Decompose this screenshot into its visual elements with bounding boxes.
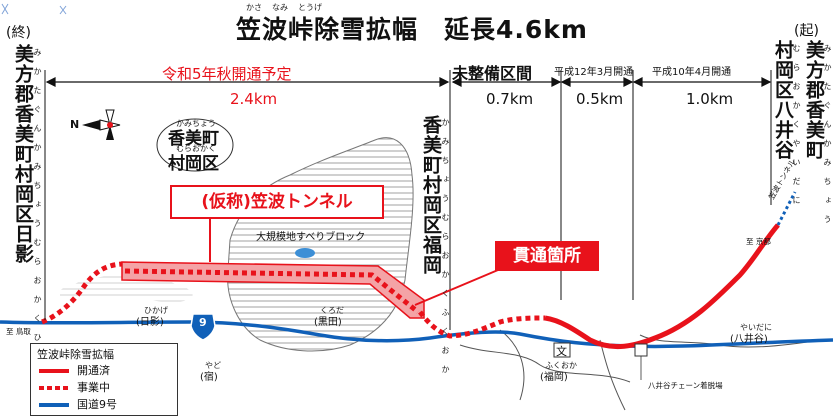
h12-section-label: 平成12年3月開通 xyxy=(554,67,634,78)
fukuoka-label: (福岡) xyxy=(540,372,568,383)
start-place-name-2: 村岡区八井谷 xyxy=(771,40,794,160)
north-label: N xyxy=(70,118,80,131)
legend-under-construction-label: 事業中 xyxy=(77,381,110,394)
legend: 笠波峠除雪拡幅 開通済 事業中 国道9号 xyxy=(30,343,178,416)
decoration-icon xyxy=(1,3,67,15)
opened-line-east xyxy=(544,223,780,350)
to-kyoto-label: 至 京都 xyxy=(746,237,771,246)
legend-national-route-swatch xyxy=(39,403,69,407)
tunnel-dotted xyxy=(124,268,420,314)
district-name-2: 村岡区 xyxy=(168,154,219,174)
existing-tunnel-line xyxy=(776,191,797,226)
end-place-ruby: みかたぐんかみちょうむらおかくひかげ xyxy=(33,48,42,390)
under-construction-line-mid xyxy=(418,310,546,339)
tunnel-name-label: (仮称)笠波トンネル xyxy=(170,185,384,219)
school-icon: 文 xyxy=(556,345,567,358)
unfinished-section-length: 0.7km xyxy=(486,90,534,108)
yaidani-label: (八井谷) xyxy=(730,334,768,345)
planned-section-length: 2.4km xyxy=(230,90,278,108)
minor-road xyxy=(459,344,631,383)
legend-opened-swatch xyxy=(39,369,69,373)
district-name-1: 香美町 xyxy=(168,129,219,149)
yaidani-ruby: やいだに xyxy=(740,323,772,332)
national-route-9-line xyxy=(0,320,833,349)
start-place-ruby-1: みかたぐんかみちょう xyxy=(823,44,832,234)
title-ruby-touge: とうげ xyxy=(298,3,322,12)
fukuoka-ruby: ふくおか xyxy=(545,361,577,370)
h12-section-length: 0.5km xyxy=(576,90,624,108)
mid-place-name: 香美町村岡区福岡 xyxy=(419,115,442,275)
legend-opened-label: 開通済 xyxy=(77,364,110,377)
legend-row-national-route: 国道9号 xyxy=(37,396,177,412)
legend-title: 笠波峠除雪拡幅 xyxy=(37,348,114,361)
breakthrough-label: 貫通箇所 xyxy=(495,241,599,271)
north-arrow-icon xyxy=(82,109,121,140)
planned-section-label: 令和5年秋開通予定 xyxy=(162,65,292,83)
route-9-number: 9 xyxy=(199,316,207,329)
to-tottori-label: 至 鳥取 xyxy=(6,327,31,336)
legend-under-construction-swatch xyxy=(39,386,69,390)
district-ruby-2: むらおかく xyxy=(176,144,216,153)
under-construction-line-west xyxy=(41,261,123,325)
start-place-ruby-2: むらおかくやいだに xyxy=(792,44,801,215)
minor-road xyxy=(499,329,525,401)
kuroda-ruby: くろだ xyxy=(320,306,344,315)
h10-section-length: 1.0km xyxy=(686,90,734,108)
title-ruby-kasa: かさ xyxy=(246,3,262,12)
end-marker: (終) xyxy=(6,25,31,41)
end-place-name: 美方郡香美町村岡区日影 xyxy=(11,44,34,264)
chain-area-label: 八井谷チェーン着脱場 xyxy=(648,381,723,390)
chain-area-marker xyxy=(634,343,648,357)
legend-row-under-construction: 事業中 xyxy=(37,379,177,395)
title-ruby-nami: なみ xyxy=(272,3,288,12)
page-title: 笠波峠除雪拡幅 延長4.6km xyxy=(236,15,588,44)
yado-label: (宿) xyxy=(200,372,218,383)
start-marker: (起) xyxy=(794,23,819,39)
tunnel-body xyxy=(121,261,425,319)
hikage-ruby: ひかげ xyxy=(144,306,168,315)
mid-place-ruby: かみちょうむらおかくふくおか xyxy=(441,118,450,384)
legend-row-opened: 開通済 xyxy=(37,362,177,378)
start-place-name-1: 美方郡香美町 xyxy=(802,40,825,160)
hikage-label: (日影) xyxy=(136,317,164,328)
landslide-label: 大規模地すべりブロック xyxy=(256,232,366,243)
minor-road xyxy=(599,339,626,411)
h10-section-label: 平成10年4月開通 xyxy=(652,67,732,78)
district-outline xyxy=(156,118,234,172)
dimension-lines xyxy=(44,70,772,330)
pond xyxy=(295,248,315,258)
kuroda-label: (黒田) xyxy=(314,317,342,328)
hill-left xyxy=(60,275,193,302)
breakthrough-pointer xyxy=(414,269,499,306)
legend-national-route-label: 国道9号 xyxy=(77,398,117,411)
route-9-shield-icon xyxy=(190,313,216,341)
yado-ruby: やど xyxy=(205,361,221,370)
school-marker xyxy=(553,342,571,358)
district-ruby-1: かみちょう xyxy=(176,119,216,128)
unfinished-section-label: 未整備区間 xyxy=(452,64,533,83)
